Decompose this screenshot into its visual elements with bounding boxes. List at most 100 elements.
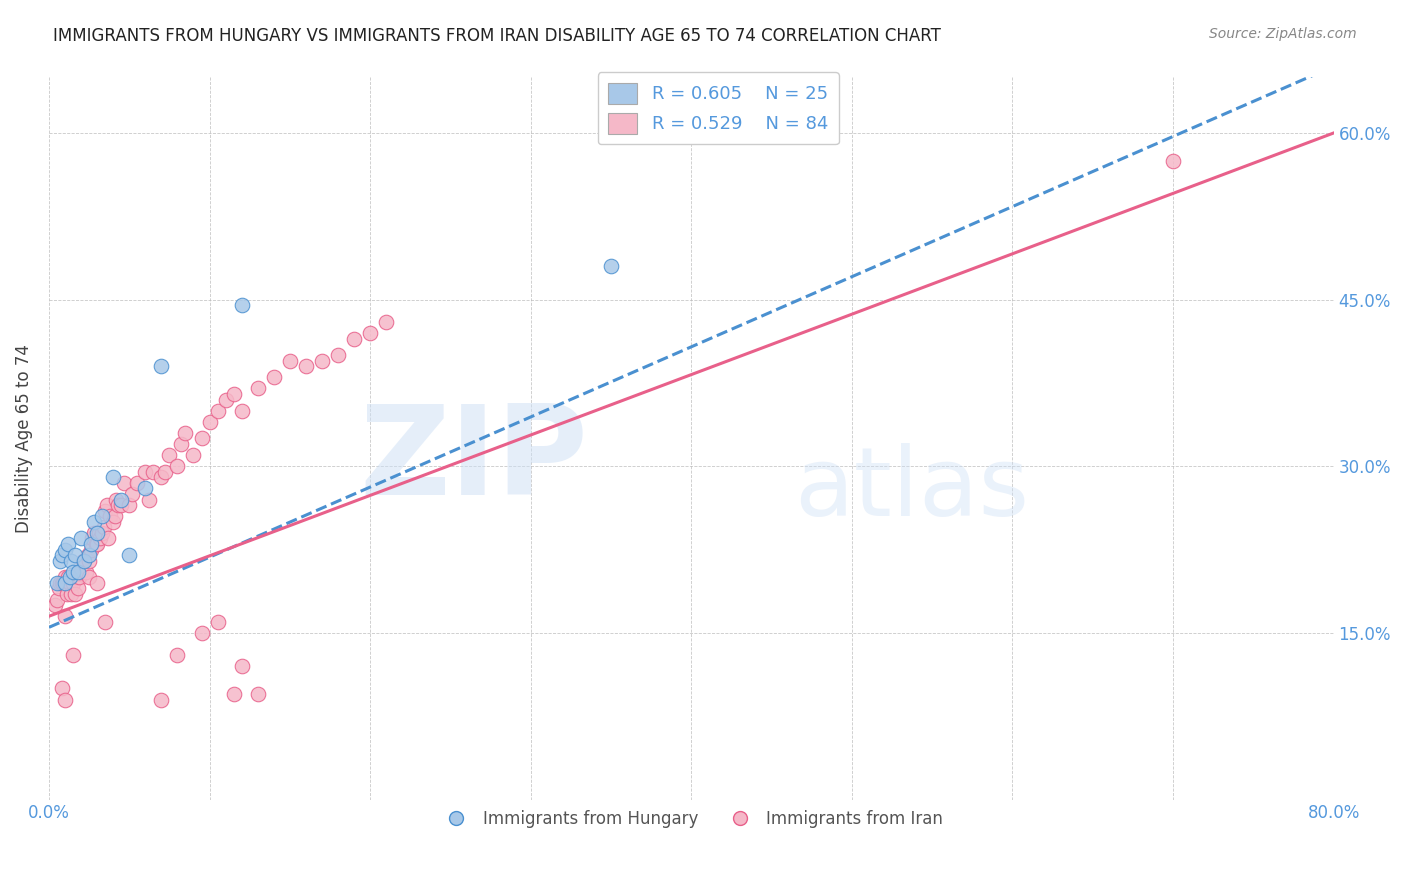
Point xyxy=(103,515,125,529)
Point xyxy=(278,353,301,368)
Point xyxy=(94,615,117,629)
Point xyxy=(207,615,229,629)
Point xyxy=(62,575,84,590)
Point xyxy=(73,554,96,568)
Point xyxy=(91,509,114,524)
Text: ZIP: ZIP xyxy=(360,400,589,521)
Point xyxy=(222,387,245,401)
Point xyxy=(127,475,149,490)
Point xyxy=(52,575,75,590)
Point xyxy=(246,382,269,396)
Point xyxy=(134,465,156,479)
Point xyxy=(84,537,107,551)
Point xyxy=(295,359,318,374)
Point xyxy=(59,575,82,590)
Point xyxy=(134,482,156,496)
Y-axis label: Disability Age 65 to 74: Disability Age 65 to 74 xyxy=(15,344,32,533)
Point xyxy=(86,525,108,540)
Point xyxy=(72,554,94,568)
Point xyxy=(70,565,93,579)
Point xyxy=(263,370,285,384)
Point xyxy=(105,492,128,507)
Point xyxy=(53,570,76,584)
Point xyxy=(375,315,398,329)
Text: Source: ZipAtlas.com: Source: ZipAtlas.com xyxy=(1209,27,1357,41)
Point xyxy=(86,537,108,551)
Text: IMMIGRANTS FROM HUNGARY VS IMMIGRANTS FROM IRAN DISABILITY AGE 65 TO 74 CORRELAT: IMMIGRANTS FROM HUNGARY VS IMMIGRANTS FR… xyxy=(53,27,941,45)
Point xyxy=(82,532,104,546)
Point xyxy=(77,570,100,584)
Point xyxy=(66,565,89,579)
Point xyxy=(222,687,245,701)
Point xyxy=(58,570,80,584)
Point xyxy=(138,492,160,507)
Point xyxy=(150,692,173,706)
Point xyxy=(121,487,143,501)
Point xyxy=(150,359,173,374)
Point xyxy=(343,331,366,345)
Point xyxy=(53,575,76,590)
Point xyxy=(83,515,105,529)
Point xyxy=(89,532,111,546)
Point xyxy=(75,565,97,579)
Point xyxy=(53,542,76,557)
Point xyxy=(51,681,73,696)
Point xyxy=(231,403,253,417)
Point xyxy=(142,465,165,479)
Point xyxy=(231,659,253,673)
Point xyxy=(110,498,132,512)
Point xyxy=(214,392,236,407)
Point xyxy=(326,348,349,362)
Point xyxy=(49,554,72,568)
Text: atlas: atlas xyxy=(794,442,1029,535)
Point xyxy=(118,498,141,512)
Point xyxy=(46,575,69,590)
Point xyxy=(103,470,125,484)
Point xyxy=(91,525,114,540)
Legend: Immigrants from Hungary, Immigrants from Iran: Immigrants from Hungary, Immigrants from… xyxy=(433,803,950,835)
Point xyxy=(62,565,84,579)
Point xyxy=(73,554,96,568)
Point xyxy=(87,525,110,540)
Point xyxy=(110,492,132,507)
Point xyxy=(96,498,118,512)
Point xyxy=(66,582,89,596)
Point xyxy=(169,437,191,451)
Point xyxy=(198,415,221,429)
Point xyxy=(53,609,76,624)
Point xyxy=(55,587,77,601)
Point xyxy=(359,326,381,340)
Point xyxy=(107,498,129,512)
Point xyxy=(77,548,100,562)
Point xyxy=(98,509,121,524)
Point xyxy=(83,525,105,540)
Point xyxy=(58,537,80,551)
Point xyxy=(231,298,253,312)
Point xyxy=(60,554,83,568)
Point xyxy=(63,548,86,562)
Point xyxy=(183,448,205,462)
Point xyxy=(190,432,212,446)
Point xyxy=(104,509,127,524)
Point xyxy=(166,459,188,474)
Point xyxy=(69,570,91,584)
Point xyxy=(63,587,86,601)
Point xyxy=(174,425,197,440)
Point xyxy=(97,532,120,546)
Point xyxy=(118,548,141,562)
Point xyxy=(65,570,87,584)
Point xyxy=(1161,153,1184,168)
Point xyxy=(93,520,115,534)
Point xyxy=(114,475,136,490)
Point xyxy=(166,648,188,662)
Point xyxy=(51,548,73,562)
Point xyxy=(62,648,84,662)
Point xyxy=(49,575,72,590)
Point xyxy=(51,575,73,590)
Point xyxy=(207,403,229,417)
Point xyxy=(94,504,117,518)
Point xyxy=(311,353,333,368)
Point xyxy=(157,448,180,462)
Point xyxy=(48,582,70,596)
Point xyxy=(86,575,108,590)
